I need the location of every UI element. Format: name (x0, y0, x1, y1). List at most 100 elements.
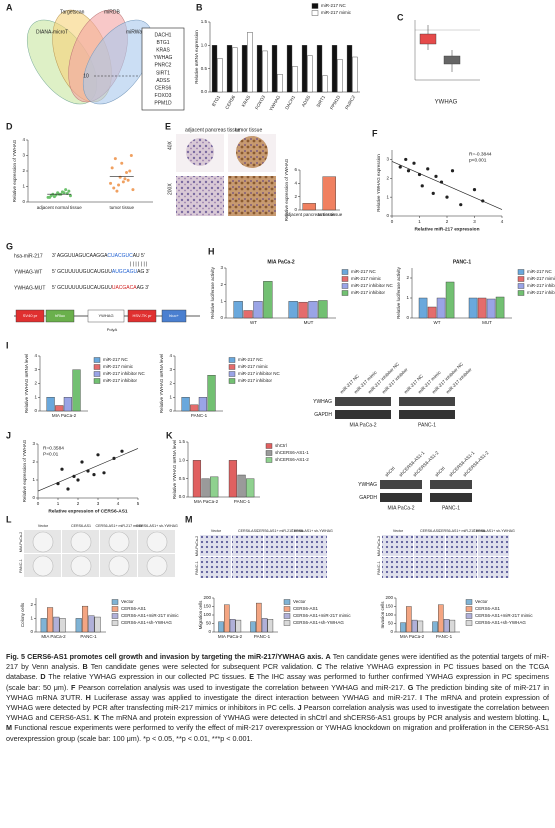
construct-block (45, 309, 75, 323)
panel-label: G (6, 241, 13, 251)
legend-swatch (228, 364, 236, 370)
y-tick-label: 0.5 (179, 476, 186, 481)
bar (233, 301, 243, 319)
point (131, 188, 135, 192)
ihc-images: adjacent pancreas tissue tumor tissue 40… (167, 127, 276, 216)
caption-label: E (249, 672, 254, 682)
construct-label: hluc+ (169, 313, 179, 318)
bar (316, 45, 323, 93)
caption-text: Ten candidate genes were selected for su… (90, 662, 314, 672)
y-tick-label: 150 (385, 604, 393, 609)
plate-well (32, 531, 54, 553)
y-tick-label: 3 (220, 265, 223, 270)
column-label: CERS6-AS1+ miR-217 mimic (256, 529, 303, 533)
panel-label: F (372, 128, 378, 138)
y-tick-label: 1 (406, 295, 409, 300)
legend-swatch (311, 3, 319, 9)
bar (286, 45, 293, 93)
x-tick-label: PANC-1 (191, 413, 208, 418)
legend-swatch (517, 276, 525, 282)
sequence-part: AG 3' (137, 269, 149, 275)
x-tick-label: WT (434, 320, 441, 325)
point (112, 456, 116, 460)
figure: A B C D E F G H I J K L M DIANA-microT T… (6, 2, 555, 639)
y-tick-label: 0 (30, 629, 33, 634)
bar (271, 45, 278, 93)
y-tick-label: 2 (386, 175, 389, 180)
bar (406, 606, 412, 633)
bar (192, 460, 202, 498)
y-tick-label: 0 (390, 629, 393, 634)
chart: 0 1 2 3 Relative expression of YWHAG 0 1 2 3 4 5 Re… (22, 439, 140, 514)
legend-swatch (93, 357, 101, 363)
point (80, 460, 84, 464)
bar (224, 604, 230, 633)
bar (246, 478, 255, 498)
x-tick-label: PANC-1 (254, 634, 271, 639)
point (417, 172, 422, 177)
bar (432, 621, 438, 633)
y-tick-label: 2 (406, 275, 409, 280)
plate-well (146, 555, 168, 577)
legend-label: miR-217 inhibitor (238, 378, 273, 383)
seq-label: YWHAG-MUT (14, 285, 45, 291)
column-label: CERS6-AS1+ miR-217 mimic (438, 529, 485, 533)
point (64, 188, 68, 192)
x-tick-label: PNRC2 (344, 94, 356, 110)
sequence-part: AU 5' (133, 253, 145, 259)
y-tick-label: 100 (203, 612, 211, 617)
x-tick-label: 4 (501, 219, 504, 224)
legend-swatch (517, 290, 525, 296)
y-tick-label: 1 (32, 477, 35, 482)
y-tick-label: 0 (386, 213, 389, 218)
bar (253, 301, 263, 319)
micrograph (382, 557, 413, 578)
point (48, 195, 52, 199)
legend-label: miR-217 inhibitor (103, 378, 138, 383)
point (472, 188, 477, 192)
bar (495, 296, 505, 319)
construct-label: hRluc (55, 313, 65, 318)
y-tick-label: 0 (208, 629, 211, 634)
chart: 0 1 2 Colony cells MIA PaCa-2 PANC-1 Vector CER… (20, 598, 179, 639)
gene: CERS6 (155, 86, 172, 92)
column-label: Vector (38, 524, 49, 528)
bar (267, 619, 274, 633)
chart: 0.0 0.5 1.0 1.5 Relative mRNA expression BTG1… (194, 3, 360, 112)
micrograph (200, 557, 231, 578)
bar (288, 301, 298, 319)
bar (477, 297, 487, 319)
point (110, 166, 114, 170)
bar (418, 297, 428, 319)
construct-label: PolyA (107, 327, 118, 332)
panel-label: A (6, 2, 13, 12)
legend-swatch (465, 599, 473, 605)
caption-label: I (420, 692, 423, 702)
venn: DIANA-microT Targetscan miRDB miRWalk 10 (26, 9, 185, 111)
legend-swatch (283, 613, 291, 619)
venn-label: Targetscan (60, 9, 85, 15)
bar (47, 607, 54, 633)
point (96, 453, 100, 457)
row-label: PANC-1 (19, 559, 23, 573)
legend-label: miR-217 NC (351, 269, 377, 274)
legend-label: miR-217 NC (238, 357, 264, 362)
row-label: PANC-1 (377, 561, 381, 575)
y-tick-label: 2 (22, 168, 25, 173)
caption-text: Pearson correlation analysis was used to… (78, 682, 405, 692)
sequence-part: UACGACA (112, 285, 137, 291)
point (72, 474, 76, 478)
legend-label: miR-217 mimic (238, 364, 269, 369)
y-tick-label: 0 (220, 315, 223, 320)
y-tick-label: 50 (388, 621, 394, 626)
sequence: 5' GCUUUUUGUCAUGUUAUGCAGUAG 3' (52, 269, 150, 275)
bar (449, 619, 456, 633)
bar (337, 59, 343, 93)
bar (256, 602, 262, 633)
micrograph (382, 535, 413, 556)
legend-swatch (341, 290, 349, 296)
x-tick-label: 1 (57, 501, 60, 506)
row-label: 200X (167, 183, 173, 195)
